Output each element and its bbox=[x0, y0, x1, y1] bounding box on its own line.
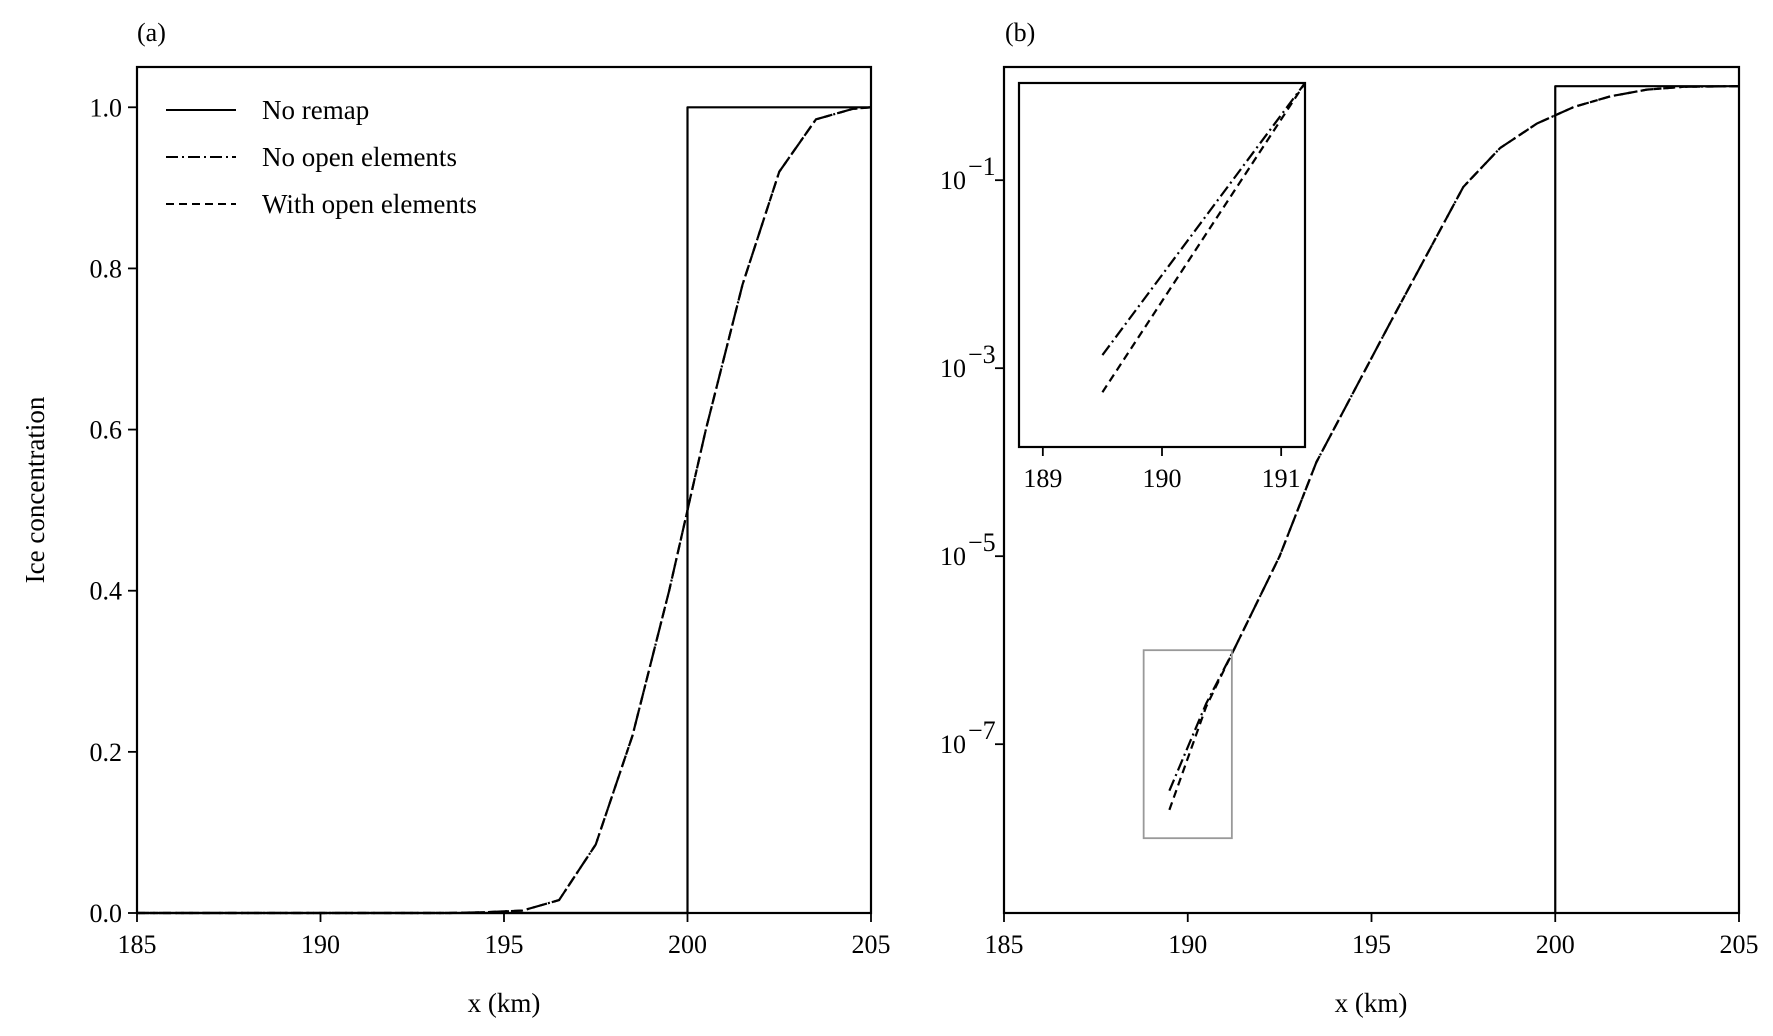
panel-a-label: (a) bbox=[137, 18, 166, 47]
panel-a-ytick-label: 0.4 bbox=[90, 577, 123, 606]
panel-b-ytick-exponent: −5 bbox=[968, 528, 996, 557]
zoom-box bbox=[1142, 649, 1233, 840]
panel-b-ytick-label: 10 bbox=[940, 542, 966, 571]
panel-a-ytick-label: 0.2 bbox=[90, 738, 123, 767]
panel-b-ytick-exponent: −3 bbox=[968, 340, 996, 369]
legend-label-no-open-elements: No open elements bbox=[262, 142, 457, 172]
panel-b-series-with-open-elements bbox=[1168, 85, 1739, 811]
panel-b-ytick-exponent: −7 bbox=[968, 716, 996, 745]
panel-a-series-with-open-elements bbox=[137, 106, 872, 915]
panel-a-ytick-label: 0.0 bbox=[90, 899, 123, 928]
panel-a-xtick-label: 200 bbox=[668, 930, 707, 959]
panel-b-xlabel: x (km) bbox=[1335, 988, 1408, 1018]
panel-b-xtick-label: 205 bbox=[1720, 930, 1759, 959]
panel-a-xtick-label: 185 bbox=[118, 930, 157, 959]
panel-b-label: (b) bbox=[1005, 18, 1035, 47]
panel-a-xtick-label: 190 bbox=[301, 930, 340, 959]
panel-a: (a) x (km) Ice concentration 185 190 195 20… bbox=[20, 18, 891, 1018]
panel-b-xtick-label: 200 bbox=[1536, 930, 1575, 959]
panel-b-lines bbox=[1168, 85, 1739, 913]
inset: 189 190 191 bbox=[1017, 81, 1307, 493]
inset-background bbox=[1019, 83, 1305, 447]
panel-b-ytick-label: 10 bbox=[940, 166, 966, 195]
inset-xtick-label: 191 bbox=[1262, 464, 1301, 493]
panel-a-ytick-label: 0.6 bbox=[90, 416, 123, 445]
panel-a-xtick-label: 205 bbox=[852, 930, 891, 959]
panel-a-series-no-open-elements bbox=[137, 106, 872, 915]
inset-xtick-label: 190 bbox=[1143, 464, 1182, 493]
panel-a-xlabel: x (km) bbox=[468, 988, 541, 1018]
panel-b-ytick-label: 10 bbox=[940, 730, 966, 759]
panel-a-ytick-label: 1.0 bbox=[90, 93, 123, 122]
inset-xtick-label: 189 bbox=[1023, 464, 1062, 493]
panel-a-ylabel: Ice concentration bbox=[20, 396, 50, 583]
panel-b-ytick-label: 10 bbox=[940, 354, 966, 383]
legend-label-no-remap: No remap bbox=[262, 95, 369, 125]
panel-b: (b) x (km) 185 190 195 200 20510−110−310−510… bbox=[940, 18, 1759, 1018]
legend: No remap No open elements With open elem… bbox=[166, 95, 477, 219]
panel-b-series-no-remap bbox=[1554, 85, 1739, 913]
panel-b-xtick-label: 195 bbox=[1352, 930, 1391, 959]
panel-b-xtick-label: 190 bbox=[1168, 930, 1207, 959]
inset-ticks: 189 190 191 bbox=[1023, 447, 1301, 493]
panel-a-frame bbox=[135, 65, 873, 915]
panel-a-ticks: 185 190 195 200 205 0.0 0.2 0.4 0.6 0.8 1.0 bbox=[90, 93, 891, 959]
zoom-box-rect bbox=[1142, 649, 1233, 840]
panel-a-xtick-label: 195 bbox=[485, 930, 524, 959]
panel-a-lines bbox=[137, 106, 872, 915]
panel-a-ytick-label: 0.8 bbox=[90, 254, 123, 283]
inset-lines bbox=[1101, 83, 1305, 393]
panel-b-xtick-label: 185 bbox=[985, 930, 1024, 959]
legend-label-with-open-elements: With open elements bbox=[262, 189, 477, 219]
panel-b-ytick-exponent: −1 bbox=[968, 152, 996, 181]
inset-series-with-open-elements bbox=[1101, 83, 1305, 393]
